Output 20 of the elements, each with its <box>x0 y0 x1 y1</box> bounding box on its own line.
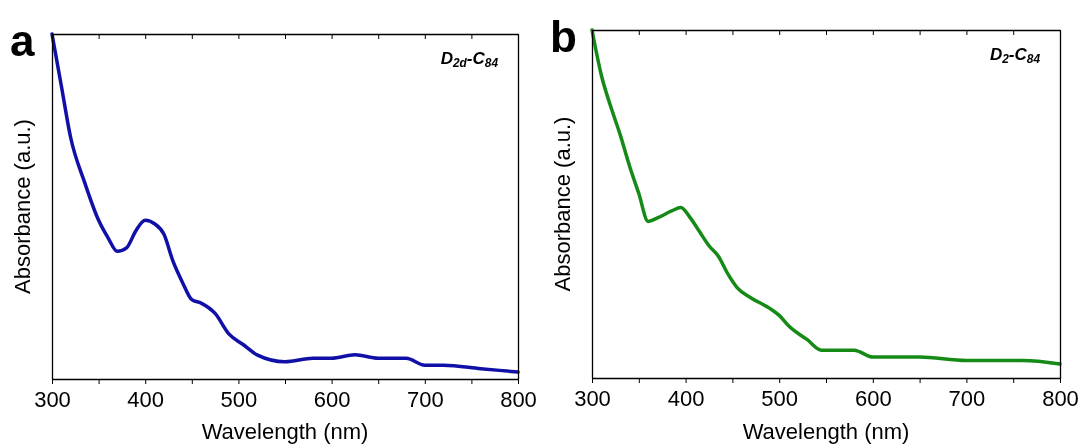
x-tick-label: 400 <box>127 386 165 412</box>
x-tick-label: 300 <box>574 385 611 411</box>
x-tick-label: 700 <box>948 385 986 411</box>
y-axis-title: Absorbance (a.u.) <box>10 119 35 294</box>
x-tick-label: 600 <box>313 386 351 412</box>
x-tick-label: 800 <box>500 386 537 412</box>
x-tick-label: 400 <box>667 385 705 411</box>
x-axis-title: Wavelength (nm) <box>742 419 910 444</box>
x-tick-label: 500 <box>761 385 799 411</box>
chart-title: b <box>550 12 577 61</box>
x-tick-label: 300 <box>34 386 71 412</box>
x-tick-label: 500 <box>220 386 258 412</box>
annotation: D$_{2d}$-C$_{84}$ <box>440 49 499 70</box>
x-tick-label: 700 <box>406 386 444 412</box>
annotation: D$_{2}$-C$_{84}$ <box>989 45 1041 66</box>
chart-title: a <box>10 16 35 65</box>
x-tick-label: 600 <box>854 385 892 411</box>
y-axis-title: Absorbance (a.u.) <box>550 116 575 292</box>
x-tick-label: 800 <box>1042 385 1079 411</box>
x-axis-title: Wavelength (nm) <box>201 419 369 444</box>
